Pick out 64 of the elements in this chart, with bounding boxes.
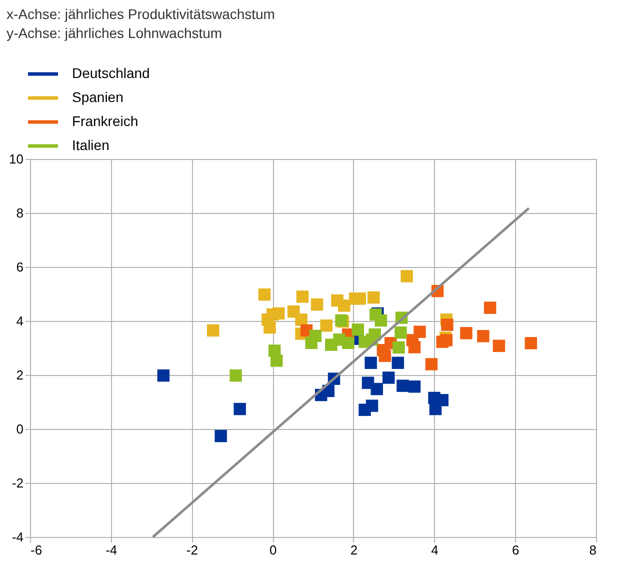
- point: [342, 336, 354, 349]
- point: [460, 327, 472, 340]
- point: [264, 321, 276, 334]
- y-tick-label: 10: [9, 152, 24, 166]
- y-tick-label: 8: [16, 206, 24, 220]
- text: x-Achse: jährliches Produktivitätswachstum: [6, 6, 275, 22]
- point: [358, 404, 371, 416]
- point: [378, 350, 392, 362]
- legend-label: Italien: [72, 137, 110, 153]
- point: [207, 324, 220, 337]
- legend-label: Spanien: [72, 89, 124, 105]
- point: [368, 291, 380, 304]
- point: [305, 336, 318, 349]
- y-tick-label: -2: [12, 476, 24, 490]
- point: [364, 356, 377, 369]
- y-tick-label: -4: [12, 530, 24, 544]
- y-tick-label: 4: [16, 314, 24, 328]
- point: [266, 308, 279, 321]
- point: [354, 292, 366, 305]
- x-tick-label: 6: [512, 542, 520, 558]
- point: [484, 302, 496, 314]
- point: [370, 382, 383, 396]
- legend-label: Deutschland: [72, 65, 150, 81]
- point: [392, 356, 404, 369]
- legend-label: Frankreich: [72, 113, 138, 129]
- point: [396, 380, 409, 392]
- y-tick-label: 2: [16, 368, 24, 382]
- point: [270, 354, 283, 367]
- x-tick-label: 2: [350, 542, 358, 558]
- point: [394, 326, 407, 339]
- point: [352, 324, 364, 336]
- point: [296, 290, 309, 303]
- point: [374, 314, 388, 327]
- y-tick-label: 6: [16, 260, 24, 274]
- y-tick-label: 0: [16, 422, 24, 436]
- x-tick-label: -2: [186, 542, 198, 558]
- point: [400, 270, 413, 282]
- point: [214, 430, 227, 442]
- point: [230, 369, 242, 382]
- point: [157, 369, 170, 382]
- point: [425, 358, 438, 370]
- point: [338, 299, 350, 312]
- point: [414, 326, 426, 338]
- point: [524, 337, 538, 350]
- point: [492, 340, 506, 352]
- x-tick-label: 8: [589, 542, 596, 558]
- point: [441, 318, 454, 331]
- point: [408, 380, 421, 393]
- point: [477, 330, 490, 342]
- x-tick-label: -4: [106, 542, 118, 558]
- point: [258, 288, 271, 301]
- x-tick-label: -6: [30, 542, 42, 558]
- point: [440, 334, 453, 346]
- point: [234, 402, 246, 416]
- x-tick-label: 4: [431, 542, 438, 558]
- point: [429, 402, 442, 416]
- x-tick-label: 0: [269, 542, 277, 558]
- point: [392, 341, 405, 354]
- point: [408, 341, 421, 354]
- point: [295, 314, 308, 326]
- point: [382, 372, 395, 384]
- text: y-Achse: jährliches Lohnwachstum: [6, 25, 222, 41]
- point: [320, 319, 332, 332]
- point: [310, 298, 324, 311]
